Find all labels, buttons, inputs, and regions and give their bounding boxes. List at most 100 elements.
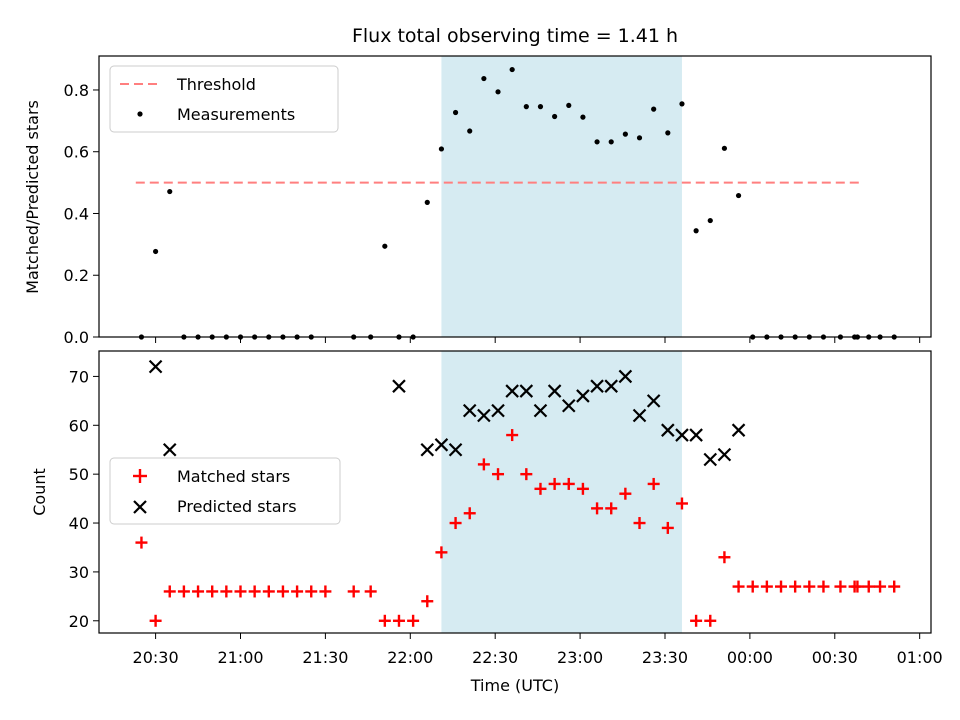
- matched-star-point: [591, 502, 604, 515]
- bottom-axes-frame: [98, 350, 932, 634]
- x-tick-label: 22:00: [387, 648, 433, 667]
- predicted-star-point: [392, 379, 406, 393]
- legend-matched-label: Matched stars: [177, 467, 290, 486]
- matched-star-point: [576, 482, 589, 495]
- measurement-point: [495, 89, 501, 95]
- matched-star-point: [548, 477, 561, 490]
- measurement-point: [594, 139, 600, 145]
- measurement-point: [537, 104, 544, 110]
- matched-star-point: [647, 477, 660, 490]
- top-y-tick-label: 0.6: [64, 143, 89, 162]
- matched-star-point: [661, 521, 674, 534]
- measurement-point: [707, 217, 713, 224]
- bottom-y-axis-label: Count: [30, 468, 49, 516]
- chart-title: Flux total observing time = 1.41 h: [352, 25, 678, 47]
- predicted-star-point: [547, 384, 562, 398]
- bottom-legend: Matched stars Predicted stars: [109, 457, 341, 525]
- measurement-point: [481, 75, 487, 82]
- predicted-star-point: [646, 394, 661, 408]
- predicted-star-point: [162, 442, 177, 457]
- x-tick-label: 21:30: [302, 648, 348, 667]
- matched-star-point: [506, 429, 519, 442]
- predicted-star-point: [717, 447, 732, 462]
- matched-star-point: [177, 585, 190, 598]
- legend-predicted-marker: [133, 500, 147, 514]
- predicted-star-point: [420, 442, 435, 457]
- matched-star-point: [234, 585, 247, 598]
- bottom-y-tick-label: 70: [69, 367, 89, 386]
- matched-star-point: [803, 580, 816, 593]
- matched-star-point: [817, 580, 830, 593]
- matched-star-point: [775, 580, 788, 593]
- measurement-point: [580, 114, 586, 120]
- predicted-star-point: [689, 428, 703, 442]
- matched-star-point: [206, 585, 219, 598]
- matched-star-point: [704, 614, 717, 627]
- matched-star-point: [562, 477, 575, 490]
- matched-star-point: [276, 585, 289, 598]
- matched-star-point: [347, 585, 360, 598]
- top-y-tick-label: 0.0: [64, 328, 89, 347]
- matched-star-point: [435, 546, 448, 559]
- measurement-point: [382, 243, 388, 249]
- measurement-point: [523, 104, 529, 110]
- x-tick-label: 21:00: [217, 648, 263, 667]
- predicted-star-point: [491, 403, 505, 418]
- measurement-point: [452, 109, 459, 116]
- matched-star-point: [262, 585, 275, 598]
- legend-predicted-label: Predicted stars: [177, 497, 297, 516]
- bottom-y-tick-label: 40: [69, 514, 89, 533]
- predicted-star-point: [703, 452, 718, 467]
- matched-star-point: [874, 580, 887, 593]
- matched-star-point: [392, 614, 405, 627]
- predicted-star-point: [505, 384, 519, 398]
- measurement-point: [693, 228, 699, 234]
- measurement-point: [152, 248, 159, 255]
- measurement-point: [467, 128, 473, 134]
- matched-star-point: [291, 585, 304, 598]
- legend-threshold-label: Threshold: [176, 75, 256, 94]
- matched-star-point: [605, 502, 618, 515]
- x-tick-label: 00:30: [812, 648, 858, 667]
- bottom-legend-frame: [109, 457, 341, 525]
- predicted-star-point: [148, 359, 163, 374]
- legend-measurements-marker: [137, 111, 143, 117]
- bottom-y-tick-label: 50: [69, 465, 89, 484]
- x-tick-label: 23:00: [557, 648, 603, 667]
- matched-star-point: [477, 458, 490, 471]
- measurement-point: [438, 146, 445, 152]
- matched-star-point: [675, 497, 688, 510]
- measurement-point: [552, 113, 558, 120]
- matched-star-point: [192, 585, 205, 598]
- top-y-axis-label: Matched/Predicted stars: [23, 100, 42, 294]
- matched-star-point: [888, 580, 901, 593]
- matched-star-point: [718, 551, 731, 564]
- measurement-point: [608, 139, 614, 145]
- measurement-point: [622, 131, 628, 137]
- predicted-star-point: [576, 389, 590, 403]
- predicted-star-point: [731, 423, 746, 437]
- matched-star-point: [421, 595, 434, 608]
- top-y-tick-label: 0.4: [64, 204, 89, 223]
- matched-star-point: [407, 614, 420, 627]
- x-tick-label: 22:30: [472, 648, 518, 667]
- matched-star-point: [248, 585, 261, 598]
- predicted-star-point: [477, 408, 491, 423]
- matched-star-point: [378, 614, 391, 627]
- matched-star-point: [364, 585, 377, 598]
- measurement-point: [566, 102, 572, 109]
- predicted-star-point: [590, 379, 604, 393]
- matched-star-point: [135, 536, 148, 549]
- predicted-star-point: [632, 408, 647, 423]
- matched-star-point: [760, 580, 773, 593]
- bottom-highlight-span: [441, 351, 682, 633]
- predicted-star-point: [519, 384, 534, 398]
- matched-star-point: [463, 507, 476, 520]
- measurement-point: [509, 66, 515, 73]
- top-legend-frame: [109, 65, 339, 133]
- matched-star-point: [492, 468, 505, 481]
- x-tick-label: 00:00: [727, 648, 773, 667]
- predicted-star-point: [561, 398, 576, 413]
- top-panel: 0.0 0.2 0.4 0.6 0.8: [64, 56, 921, 347]
